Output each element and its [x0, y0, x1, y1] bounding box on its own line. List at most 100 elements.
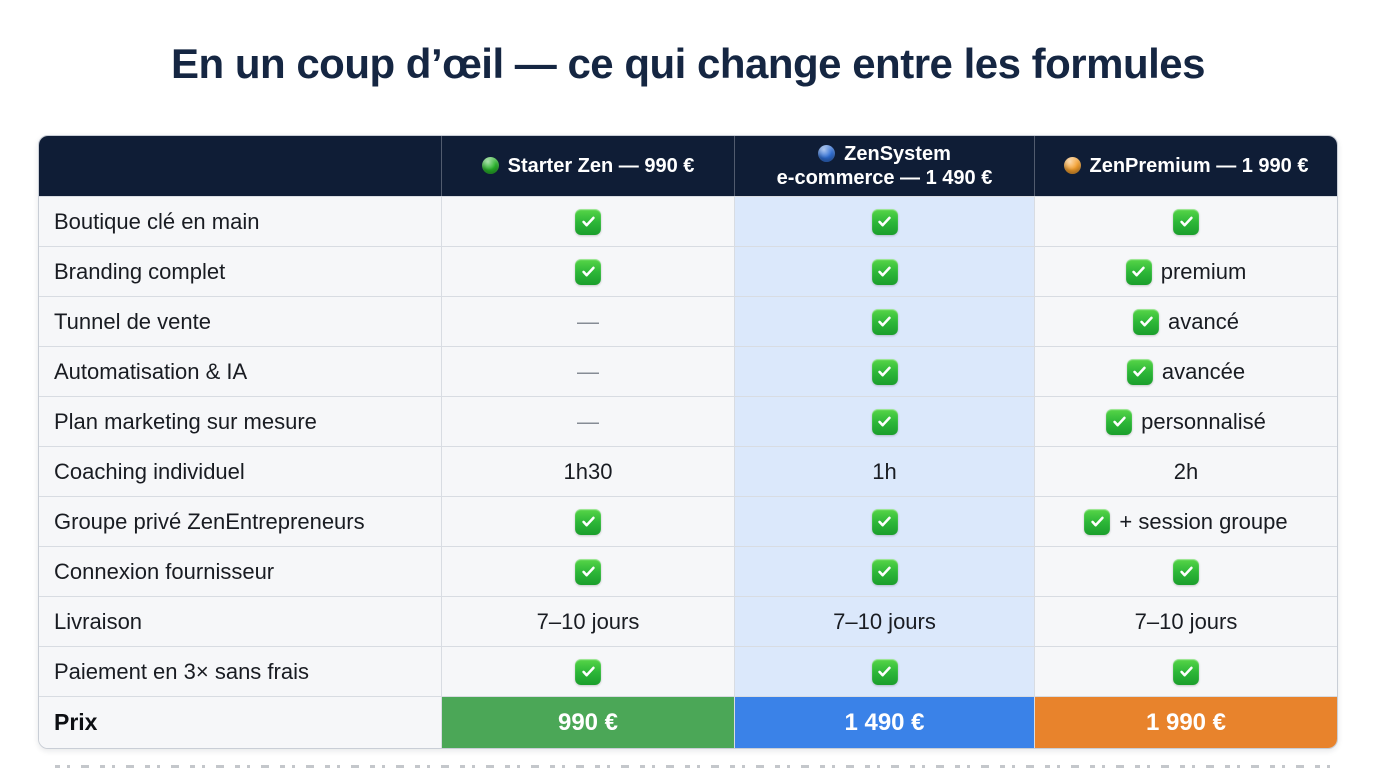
value-cell — [1034, 646, 1337, 696]
check-icon — [575, 558, 601, 585]
check-icon — [575, 258, 601, 285]
value-text: avancé — [1168, 308, 1239, 334]
column-header-feature — [39, 136, 441, 196]
value-cell: 7–10 jours — [441, 596, 734, 646]
value-text: 7–10 jours — [1134, 608, 1238, 634]
check-icon — [871, 508, 898, 535]
price-feature-cell: Prix — [39, 696, 441, 748]
price-cell-zenpremium: 1 990 € — [1034, 696, 1337, 748]
value-text: personnalisé — [1141, 408, 1266, 434]
plan-header-line: ZenPremium — 1 990 € — [1063, 154, 1309, 178]
value-text: 1h — [872, 458, 897, 484]
value-cell: 2h — [1034, 446, 1337, 496]
value-cell — [441, 546, 734, 596]
value-cell: 7–10 jours — [734, 596, 1034, 646]
value-cell: 1h — [734, 446, 1034, 496]
price-cell-starter: 990 € — [441, 696, 734, 748]
plan-header-label: ZenPremium — 1 990 € — [1089, 154, 1309, 177]
page-title: En un coup d’œil — ce qui change entre l… — [171, 40, 1206, 87]
check-icon — [575, 508, 601, 535]
check-icon — [871, 208, 898, 235]
value-text: avancée — [1161, 358, 1246, 384]
cutoff-text-strip — [55, 765, 1336, 768]
price-text: 990 € — [557, 708, 619, 736]
dash-icon: — — [577, 308, 599, 334]
plan-header-label: Starter Zen — 990 € — [507, 154, 695, 177]
check-icon — [871, 408, 898, 435]
check-icon — [1173, 558, 1199, 585]
feature-cell: Coaching individuel — [39, 446, 441, 496]
value-text: premium — [1160, 258, 1247, 284]
starter-dot-icon — [481, 157, 499, 175]
feature-cell: Connexion fournisseur — [39, 546, 441, 596]
feature-cell: Plan marketing sur mesure — [39, 396, 441, 446]
value-cell: 1h30 — [441, 446, 734, 496]
value-cell — [734, 246, 1034, 296]
price-cell-zensystem: 1 490 € — [734, 696, 1034, 748]
value-cell: premium — [1034, 246, 1337, 296]
plan-header-label-line2: e-commerce — 1 490 € — [776, 167, 993, 189]
plan-header-line: ZenSystem — [818, 142, 951, 166]
column-header-starter: Starter Zen — 990 € — [441, 136, 734, 196]
check-icon — [871, 558, 898, 585]
value-text: 7–10 jours — [833, 608, 936, 634]
value-cell — [441, 496, 734, 546]
feature-cell: Automatisation & IA — [39, 346, 441, 396]
value-cell — [1034, 546, 1337, 596]
value-cell — [734, 296, 1034, 346]
check-icon — [1133, 308, 1160, 335]
value-cell — [734, 496, 1034, 546]
value-cell: + session groupe — [1034, 496, 1337, 546]
value-cell: — — [441, 396, 734, 446]
value-cell: 7–10 jours — [1034, 596, 1337, 646]
column-header-zensystem: ZenSystem e-commerce — 1 490 € — [734, 136, 1034, 196]
check-icon — [871, 308, 898, 335]
dash-icon: — — [577, 358, 599, 384]
check-icon — [871, 258, 898, 285]
value-cell — [441, 646, 734, 696]
feature-cell: Boutique clé en main — [39, 196, 441, 246]
check-icon — [1173, 658, 1199, 685]
feature-cell: Groupe privé ZenEntrepreneurs — [39, 496, 441, 546]
plan-header-line: Starter Zen — 990 € — [481, 154, 695, 178]
value-cell — [1034, 196, 1337, 246]
value-cell — [441, 196, 734, 246]
feature-cell: Livraison — [39, 596, 441, 646]
pricing-table-grid: Starter Zen — 990 € ZenSystem e-commerce —… — [39, 136, 1337, 748]
price-text: 1 990 € — [1145, 708, 1227, 736]
value-cell: avancé — [1034, 296, 1337, 346]
zenpremium-dot-icon — [1063, 157, 1081, 175]
value-text: 1h30 — [563, 458, 613, 484]
check-icon — [1084, 508, 1111, 535]
feature-cell: Branding complet — [39, 246, 441, 296]
feature-cell: Paiement en 3× sans frais — [39, 646, 441, 696]
price-text: 1 490 € — [844, 708, 925, 736]
check-icon — [1173, 208, 1199, 235]
check-icon — [1125, 258, 1152, 285]
value-text: + session groupe — [1119, 508, 1288, 534]
value-cell — [734, 396, 1034, 446]
value-text: 7–10 jours — [536, 608, 640, 634]
value-cell — [734, 646, 1034, 696]
column-header-zenpremium: ZenPremium — 1 990 € — [1034, 136, 1337, 196]
check-icon — [1106, 408, 1133, 435]
check-icon — [1126, 358, 1153, 385]
dash-icon: — — [577, 408, 599, 434]
check-icon — [575, 658, 601, 685]
value-cell: personnalisé — [1034, 396, 1337, 446]
value-text: 2h — [1173, 458, 1199, 484]
value-cell — [734, 196, 1034, 246]
check-icon — [575, 208, 601, 235]
value-cell — [734, 546, 1034, 596]
feature-cell: Tunnel de vente — [39, 296, 441, 346]
check-icon — [871, 358, 898, 385]
value-cell — [734, 346, 1034, 396]
pricing-table: Starter Zen — 990 € ZenSystem e-commerce —… — [38, 135, 1338, 749]
value-cell: — — [441, 296, 734, 346]
value-cell: avancée — [1034, 346, 1337, 396]
value-cell: — — [441, 346, 734, 396]
check-icon — [871, 658, 898, 685]
zensystem-dot-icon — [818, 145, 836, 163]
value-cell — [441, 246, 734, 296]
plan-header-label: ZenSystem — [844, 142, 951, 165]
